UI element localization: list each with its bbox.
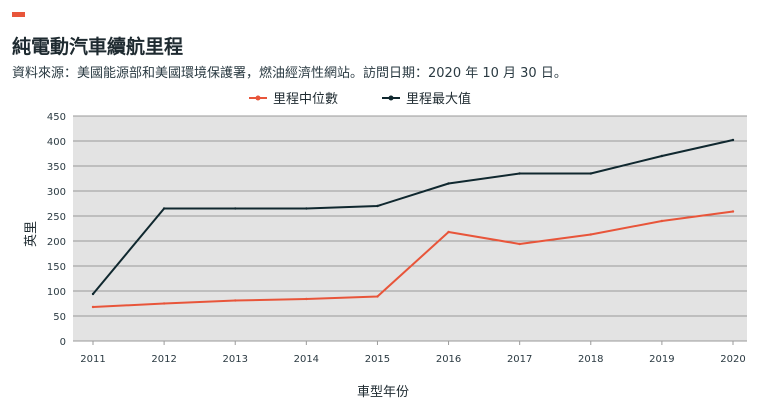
- data-point: [518, 242, 521, 246]
- legend: 里程中位數 里程最大值: [249, 91, 471, 107]
- x-tick-label: 2012: [151, 354, 176, 365]
- series-lines: [91, 138, 735, 309]
- legend-label: 里程最大值: [406, 91, 471, 107]
- x-tick-label: 2018: [578, 354, 603, 365]
- data-point: [162, 302, 166, 305]
- data-point: [589, 172, 592, 175]
- y-axis-ticks: 0 50 100 150 200 250 300 350 400 450: [47, 112, 66, 348]
- y-tick-label: 400: [47, 137, 66, 148]
- data-point: [162, 207, 166, 210]
- x-axis-title: 車型年份: [357, 385, 409, 400]
- x-tick-label: 2020: [720, 354, 745, 365]
- legend-label: 里程中位數: [273, 92, 338, 107]
- x-tick-label: 2013: [222, 354, 247, 365]
- plot-area: [73, 116, 747, 341]
- y-tick-label: 350: [47, 162, 66, 173]
- data-point: [305, 207, 308, 210]
- data-point: [91, 305, 95, 309]
- accent-bar: [12, 12, 25, 17]
- y-tick-label: 150: [47, 262, 66, 273]
- x-tick-label: 2015: [365, 354, 390, 365]
- series-line-max: [92, 139, 734, 295]
- data-point: [660, 154, 664, 158]
- y-tick-label: 250: [47, 212, 66, 223]
- chart-title: 純電動汽車續航里程: [12, 36, 184, 58]
- data-point: [376, 295, 379, 298]
- x-tick-label: 2011: [80, 354, 105, 365]
- data-point: [234, 299, 237, 302]
- y-tick-label: 100: [47, 287, 66, 298]
- y-tick-label: 450: [47, 112, 66, 123]
- chart-subtitle: 資料來源：美國能源部和美國環境保護署，燃油經濟性網站。訪問日期：2020 年 1…: [12, 66, 567, 81]
- y-tick-label: 50: [53, 312, 66, 323]
- x-tick-label: 2019: [649, 354, 674, 365]
- x-tick-label: 2014: [294, 354, 319, 365]
- series-line-median: [92, 210, 734, 308]
- data-point: [447, 182, 450, 185]
- x-tick-label: 2017: [507, 354, 532, 365]
- legend-swatch-marker: [255, 95, 261, 101]
- data-point: [518, 172, 521, 175]
- x-tick-label: 2016: [436, 354, 461, 365]
- data-point: [234, 207, 237, 210]
- y-tick-label: 0: [60, 337, 66, 348]
- y-tick-label: 200: [47, 237, 66, 248]
- x-axis-ticks: 2011 2012 2013 2014 2015 2016 2017 2018 2019 2020: [80, 341, 746, 365]
- data-point: [731, 210, 735, 213]
- gridlines: [73, 115, 747, 342]
- legend-swatch-marker: [388, 95, 394, 101]
- data-point: [731, 138, 735, 142]
- data-point: [91, 292, 95, 296]
- data-point: [589, 233, 592, 236]
- data-point: [376, 204, 379, 208]
- data-point: [305, 297, 308, 301]
- y-axis-title: 英里: [24, 221, 39, 247]
- data-point: [660, 219, 664, 223]
- data-point: [447, 230, 450, 234]
- y-tick-label: 300: [47, 187, 66, 198]
